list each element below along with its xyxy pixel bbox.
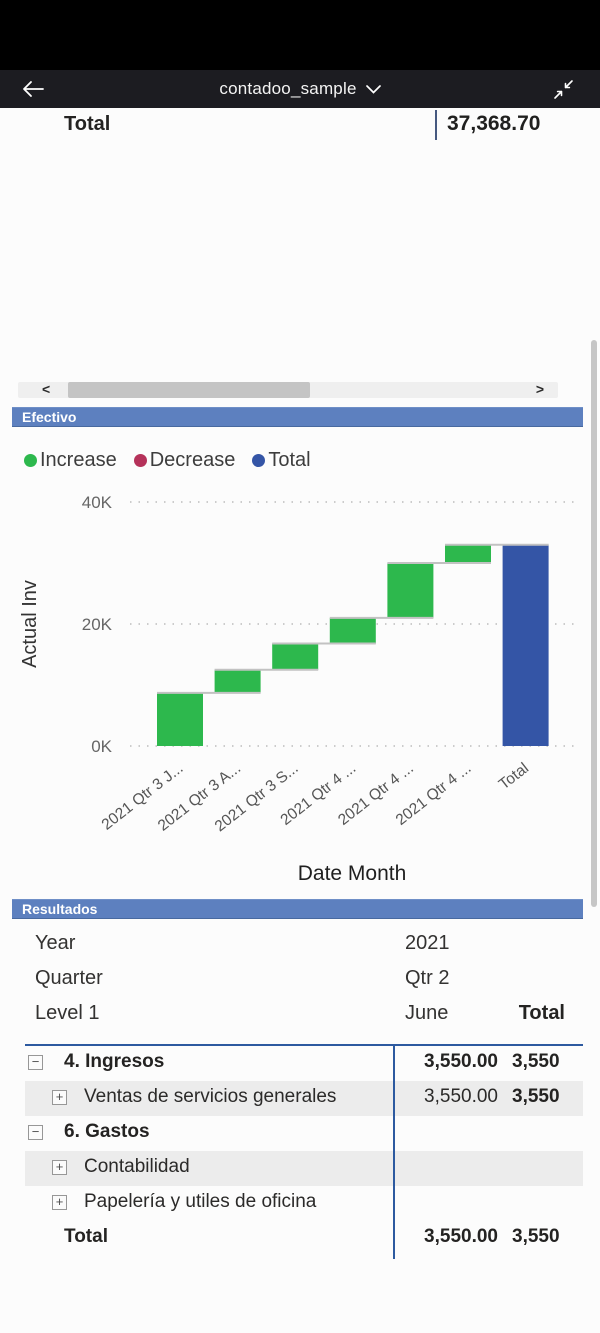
legend-label: Increase (40, 449, 117, 471)
legend-dot-icon (133, 454, 147, 467)
x-tick-label: Total (496, 760, 532, 794)
back-arrow-icon (23, 81, 44, 97)
expand-row-icon[interactable]: + (52, 1195, 67, 1210)
level1-label: Level 1 (35, 1002, 100, 1024)
status-bar (0, 0, 600, 70)
exit-fullscreen-button[interactable] (553, 79, 574, 100)
y-tick-label: 20K (82, 615, 113, 634)
matrix-table-body: − 4. Ingresos 3,550.00 3,550 + Ventas de serv… (25, 1044, 583, 1256)
table-row[interactable]: + Contabilidad (25, 1151, 583, 1186)
horizontal-scrollbar[interactable]: < > (18, 381, 558, 398)
row-label: Contabilidad (84, 1156, 190, 1177)
waterfall-bar-5[interactable] (387, 563, 434, 618)
chevron-down-icon (365, 84, 381, 94)
report-canvas: Total 37,368.70 < > Efectivo Increase Dec… (0, 108, 600, 1333)
top-total-label: Total (64, 113, 111, 135)
visual-header-resultados: Resultados (12, 899, 583, 919)
quarter-label: Quarter (35, 967, 103, 989)
year-label: Year (35, 932, 76, 954)
legend-item-increase[interactable]: Increase (24, 449, 117, 472)
app-bar: contadoo_sample (0, 70, 600, 108)
row-label: 4. Ingresos (64, 1051, 165, 1072)
waterfall-total-bar[interactable] (502, 544, 549, 746)
table-row[interactable]: Total 3,550.00 3,550 (25, 1221, 583, 1256)
month-column-header: June (405, 1002, 449, 1024)
waterfall-bar-4[interactable] (329, 617, 376, 644)
year-value: 2021 (405, 932, 450, 954)
row-label: Total (64, 1226, 108, 1247)
waterfall-bar-6[interactable] (445, 544, 491, 563)
column-separator (435, 110, 437, 140)
scroll-left-arrow-icon[interactable]: < (42, 381, 51, 397)
table-row[interactable]: − 4. Ingresos 3,550.00 3,550 (25, 1046, 583, 1081)
row-label: 6. Gastos (64, 1121, 150, 1142)
matrix-header-row-quarter: Quarter Qtr 2 (0, 961, 600, 996)
cell-month-value: 3,550.00 (424, 1086, 498, 1107)
row-label: Ventas de servicios generales (84, 1086, 337, 1107)
cell-total-value: 3,550 (512, 1226, 560, 1247)
table-row[interactable]: + Ventas de servicios generales 3,550.00 3,… (25, 1081, 583, 1116)
expand-row-icon[interactable]: + (52, 1090, 67, 1105)
chart-legend: Increase Decrease Total (24, 449, 311, 472)
cell-month-value: 3,550.00 (424, 1051, 498, 1072)
waterfall-bar-3[interactable] (272, 643, 319, 670)
report-title: contadoo_sample (219, 79, 357, 98)
collapse-arrows-icon (554, 80, 573, 99)
y-tick-label: 40K (82, 493, 113, 512)
back-button[interactable] (20, 78, 46, 100)
y-tick-label: 0K (91, 737, 112, 756)
legend-dot-icon (24, 454, 37, 467)
cell-total-value: 3,550 (512, 1051, 560, 1072)
visual-header-efectivo: Efectivo (12, 407, 583, 427)
table-row[interactable]: + Papelería y utiles de oficina (25, 1186, 583, 1221)
legend-label: Total (268, 449, 311, 471)
cell-month-value: 3,550.00 (424, 1226, 498, 1247)
legend-item-decrease[interactable]: Decrease (133, 449, 236, 472)
y-axis-title: Actual Inv (19, 580, 41, 668)
row-label: Papelería y utiles de oficina (84, 1191, 317, 1212)
legend-dot-icon (252, 454, 266, 467)
scroll-right-arrow-icon[interactable]: > (535, 381, 544, 397)
legend-item-total[interactable]: Total (252, 449, 311, 472)
x-axis-title: Date Month (298, 862, 407, 885)
top-table-total-row[interactable]: Total 37,368.70 (0, 110, 600, 142)
expand-row-icon[interactable]: + (52, 1160, 67, 1175)
waterfall-bar-1[interactable] (157, 692, 203, 746)
collapse-row-icon[interactable]: − (28, 1055, 43, 1070)
total-column-header: Total (518, 1002, 565, 1024)
collapse-row-icon[interactable]: − (28, 1125, 43, 1140)
matrix-header-row-year: Year 2021 (0, 926, 600, 961)
report-title-dropdown[interactable]: contadoo_sample (0, 70, 600, 108)
cell-total-value: 3,550 (512, 1086, 560, 1107)
matrix-header-row-level: Level 1 June Total (0, 996, 600, 1031)
top-total-value: 37,368.70 (447, 112, 541, 135)
quarter-value: Qtr 2 (405, 967, 450, 989)
matrix-column-separator (393, 1044, 395, 1259)
horizontal-scrollbar-thumb[interactable] (68, 382, 310, 398)
table-row[interactable]: − 6. Gastos (25, 1116, 583, 1151)
vertical-scrollbar-thumb[interactable] (591, 340, 597, 907)
waterfall-bar-2[interactable] (214, 669, 261, 693)
legend-label: Decrease (149, 449, 236, 471)
